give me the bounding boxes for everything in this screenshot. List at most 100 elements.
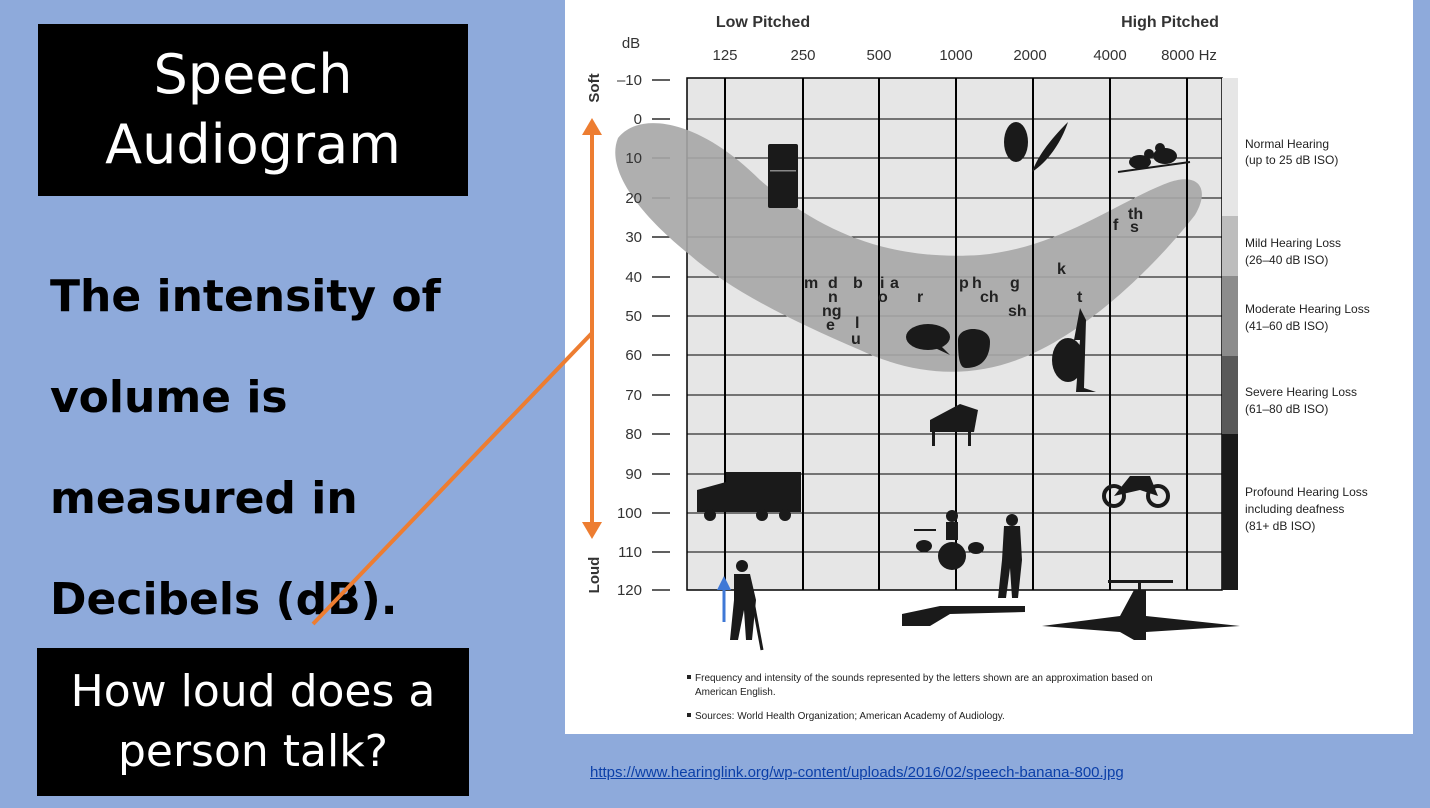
phoneme: b	[853, 275, 863, 292]
birds-icon	[1117, 143, 1191, 173]
zone-bar-profound	[1222, 434, 1238, 590]
zone-label: Normal Hearing	[1245, 137, 1329, 151]
freq-label: 4000	[1093, 47, 1126, 64]
db-label: 0	[634, 111, 642, 128]
phoneme: d	[828, 275, 838, 292]
db-label: 110	[618, 544, 642, 561]
low-pitched-label: Low Pitched	[716, 14, 810, 31]
drummer-icon	[914, 510, 984, 570]
phoneme: k	[1057, 261, 1066, 278]
soft-label: Soft	[586, 73, 603, 102]
zone-label: Profound Hearing Loss	[1245, 485, 1368, 499]
db-ticks	[652, 79, 670, 591]
freq-label: 500	[866, 47, 891, 64]
db-label: 20	[625, 190, 642, 207]
slide-title: Speech Audiogram	[38, 24, 468, 196]
db-unit-label: dB	[622, 35, 640, 52]
phoneme: ch	[980, 289, 999, 306]
freq-label: 1000	[939, 47, 972, 64]
zone-bar-normal	[1222, 78, 1238, 216]
loudness-arrow-up-head	[582, 118, 602, 135]
zone-label: (41–60 dB ISO)	[1245, 319, 1328, 333]
zone-label: including deafness	[1245, 502, 1344, 516]
db-label: 80	[625, 426, 642, 443]
pointer-line	[311, 331, 594, 626]
zone-label: (81+ dB ISO)	[1245, 519, 1315, 533]
rifle-icon	[902, 606, 1025, 626]
phoneme: t	[1077, 289, 1083, 306]
loudness-arrow-down-head	[582, 522, 602, 539]
phoneme: i	[880, 275, 884, 292]
db-label: 70	[625, 387, 642, 404]
freq-label: 8000 Hz	[1161, 47, 1217, 64]
zone-label: (26–40 dB ISO)	[1245, 253, 1328, 267]
zone-bar-moderate	[1222, 276, 1238, 356]
phoneme: h	[972, 275, 982, 292]
motorcycle-icon	[1102, 476, 1170, 508]
freq-label: 250	[790, 47, 815, 64]
blue-arrow-head	[717, 576, 731, 590]
vacuum-icon	[1052, 308, 1096, 392]
leaves-icon	[1004, 122, 1068, 172]
audiogram-figure: Low Pitched High Pitched dB 125 250 500 …	[586, 14, 1370, 722]
zone-label: Mild Hearing Loss	[1245, 236, 1341, 250]
slide-title-line: Speech	[153, 43, 353, 106]
question-line: person talk?	[117, 726, 389, 777]
zone-label: Severe Hearing Loss	[1245, 385, 1357, 399]
speech-banana	[615, 123, 1202, 372]
db-label: 40	[625, 269, 642, 286]
high-pitched-label: High Pitched	[1121, 14, 1219, 31]
db-label: 90	[625, 466, 642, 483]
zone-label: (61–80 dB ISO)	[1245, 402, 1328, 416]
phoneme: ng	[822, 303, 842, 320]
phoneme: l	[855, 315, 859, 332]
body-line: volume is	[50, 372, 288, 423]
phoneme: p	[959, 275, 969, 292]
phoneme: m	[804, 275, 818, 292]
zone-bar-mild	[1222, 216, 1238, 276]
phoneme: a	[890, 275, 899, 292]
db-label: 50	[625, 308, 642, 325]
phoneme: r	[917, 289, 923, 306]
question-box: How loud does a person talk?	[37, 648, 469, 796]
footnote-bullet	[687, 675, 691, 679]
phoneme: th	[1128, 206, 1143, 223]
jackhammer-worker-icon	[730, 560, 764, 651]
slide-body-text: The intensity of volume is measured in D…	[50, 246, 530, 650]
body-line: The intensity of	[50, 271, 441, 322]
phoneme: o	[878, 289, 888, 306]
db-label: 60	[625, 347, 642, 364]
phoneme: g	[1010, 275, 1020, 292]
slide-title-line: Audiogram	[105, 113, 401, 176]
footnote-1b: American English.	[695, 687, 776, 698]
refrigerator-icon	[768, 144, 798, 208]
footnote-2: Sources: World Health Organization; Amer…	[695, 711, 1005, 722]
footnote-bullet	[687, 713, 691, 717]
db-label: 100	[617, 505, 642, 522]
audiogram-panel: Low Pitched High Pitched dB 125 250 500 …	[565, 0, 1413, 734]
db-label: –10	[617, 72, 642, 89]
zone-bar-severe	[1222, 356, 1238, 434]
phoneme: e	[826, 317, 835, 334]
freq-label: 2000	[1013, 47, 1046, 64]
zone-label: (up to 25 dB ISO)	[1245, 153, 1338, 167]
body-line: Decibels (dB).	[50, 574, 398, 625]
db-label: 10	[625, 150, 642, 167]
phoneme: s	[1130, 219, 1139, 236]
phoneme: f	[1113, 217, 1119, 234]
body-line: measured in	[50, 473, 358, 524]
phoneme: u	[851, 331, 861, 348]
truck-icon	[697, 472, 801, 521]
loud-label: Loud	[586, 557, 603, 594]
db-label: 120	[617, 582, 642, 599]
airplane-icon	[1042, 580, 1240, 640]
head-icon	[958, 328, 990, 368]
piano-icon	[930, 404, 978, 446]
guitarist-icon	[998, 514, 1022, 598]
source-link[interactable]: https://www.hearinglink.org/wp-content/u…	[590, 764, 1124, 781]
freq-label: 125	[712, 47, 737, 64]
speech-bubble-icon	[906, 324, 950, 355]
footnote-1a: Frequency and intensity of the sounds re…	[695, 673, 1153, 684]
db-label: 30	[625, 229, 642, 246]
